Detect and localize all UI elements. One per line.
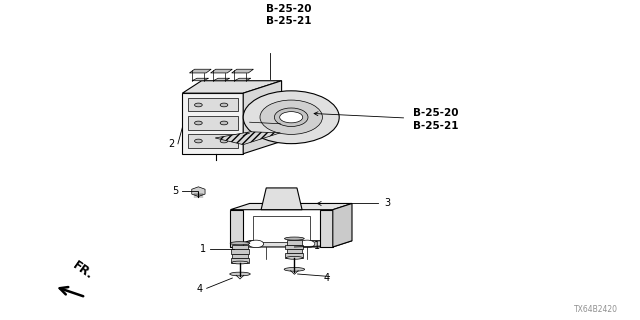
Text: B-25-20
B-25-21: B-25-20 B-25-21 [266, 4, 311, 26]
Text: 5: 5 [172, 186, 179, 196]
Polygon shape [211, 69, 232, 73]
Polygon shape [253, 216, 310, 242]
Text: 1: 1 [314, 241, 321, 251]
Bar [231, 258, 249, 262]
Polygon shape [189, 69, 211, 73]
Circle shape [195, 103, 202, 107]
Polygon shape [320, 210, 333, 247]
Bar [188, 99, 238, 111]
Ellipse shape [284, 268, 305, 271]
Bar [285, 253, 303, 258]
Text: 1: 1 [200, 244, 206, 254]
Bar [232, 254, 248, 258]
Polygon shape [234, 78, 251, 81]
Polygon shape [261, 188, 302, 210]
Circle shape [220, 139, 228, 143]
Ellipse shape [243, 91, 339, 144]
Circle shape [248, 240, 264, 248]
Polygon shape [192, 78, 209, 81]
Text: 3: 3 [385, 198, 391, 208]
Bar [287, 249, 302, 253]
Text: B-25-20
B-25-21: B-25-20 B-25-21 [413, 108, 458, 131]
Bar [188, 116, 238, 130]
Circle shape [220, 121, 228, 125]
Text: 2: 2 [168, 140, 175, 149]
Circle shape [220, 103, 228, 107]
Ellipse shape [275, 108, 308, 126]
Ellipse shape [260, 100, 323, 134]
Circle shape [195, 121, 202, 125]
Bar [287, 240, 302, 245]
Ellipse shape [230, 242, 250, 245]
Polygon shape [230, 204, 352, 210]
Bar [182, 93, 243, 154]
Circle shape [280, 112, 303, 123]
Ellipse shape [232, 261, 248, 264]
Polygon shape [230, 210, 243, 247]
Text: 4: 4 [196, 284, 203, 294]
Polygon shape [213, 78, 230, 81]
Polygon shape [333, 204, 352, 247]
Text: TX64B2420: TX64B2420 [573, 305, 618, 315]
Polygon shape [182, 81, 282, 93]
Bar [188, 134, 238, 148]
Polygon shape [243, 81, 282, 154]
Ellipse shape [286, 256, 303, 259]
Bar [232, 245, 248, 250]
Bar [285, 245, 303, 249]
Polygon shape [232, 69, 253, 73]
Polygon shape [230, 241, 352, 247]
Ellipse shape [285, 237, 304, 240]
Text: 4: 4 [323, 273, 330, 283]
Polygon shape [215, 132, 280, 145]
Polygon shape [192, 187, 205, 196]
Circle shape [195, 139, 202, 143]
Bar [231, 250, 249, 254]
Circle shape [300, 240, 315, 248]
Ellipse shape [230, 272, 250, 276]
Text: FR.: FR. [70, 259, 96, 282]
